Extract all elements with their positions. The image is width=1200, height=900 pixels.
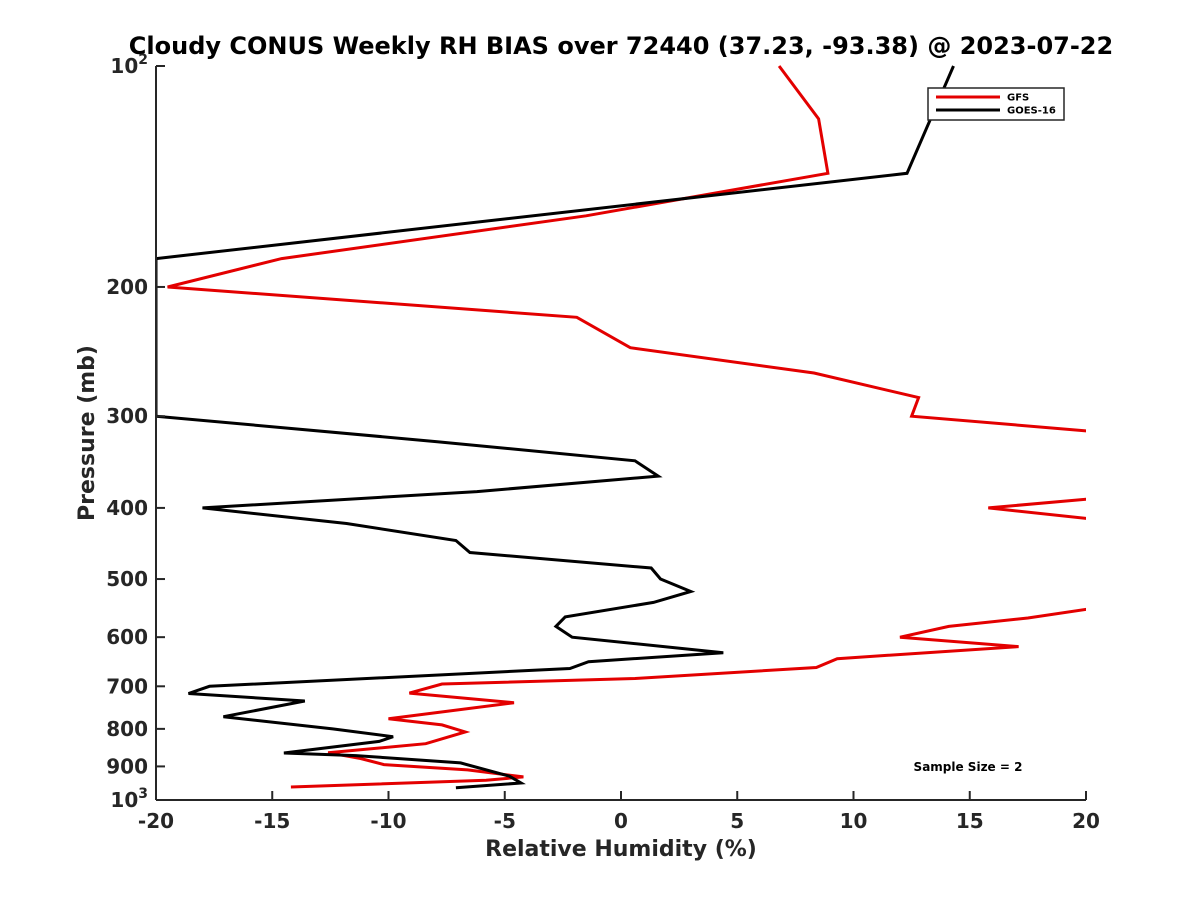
y-tick-label: 900 xyxy=(106,754,148,778)
x-tick-label: 20 xyxy=(1072,809,1100,833)
series-layer xyxy=(156,65,1086,790)
x-tick-label: -15 xyxy=(254,809,290,833)
series-line-goes-16 xyxy=(156,65,955,790)
y-tick-label: 102 xyxy=(110,52,148,78)
y-tick-label: 103 xyxy=(110,786,148,812)
chart-title: Cloudy CONUS Weekly RH BIAS over 72440 (… xyxy=(129,32,1113,60)
x-tick-label: 5 xyxy=(730,809,744,833)
x-tick-label: -5 xyxy=(494,809,516,833)
legend: GFS GOES-16 xyxy=(927,87,1065,121)
y-tick-label: 300 xyxy=(106,404,148,428)
x-tick-label: 0 xyxy=(614,809,628,833)
series-line-gfs xyxy=(167,65,1086,789)
x-tick-label: -10 xyxy=(370,809,406,833)
x-tick-label: -20 xyxy=(138,809,174,833)
legend-entry-label: GOES-16 xyxy=(1007,106,1056,117)
x-tick-label: 15 xyxy=(956,809,984,833)
x-axis-label: Relative Humidity (%) xyxy=(485,837,757,862)
axes xyxy=(155,66,1086,801)
x-tick-label: 10 xyxy=(840,809,868,833)
x-axis-ticks: -20 -15 -10 -5 0 5 10 15 20 xyxy=(138,791,1100,833)
y-axis-label: Pressure (mb) xyxy=(75,345,100,521)
legend-entry-label: GFS xyxy=(1007,93,1029,104)
y-tick-label: 500 xyxy=(106,567,148,591)
y-axis-ticks: 102 200 300 400 500 600 700 800 900 103 xyxy=(106,52,165,812)
y-tick-label: 600 xyxy=(106,625,148,649)
sample-size-annotation: Sample Size = 2 xyxy=(914,760,1023,774)
y-tick-label: 800 xyxy=(106,717,148,741)
legend-box xyxy=(927,87,1065,121)
y-tick-label: 700 xyxy=(106,674,148,698)
y-tick-label: 200 xyxy=(106,275,148,299)
y-tick-label: 400 xyxy=(106,496,148,520)
